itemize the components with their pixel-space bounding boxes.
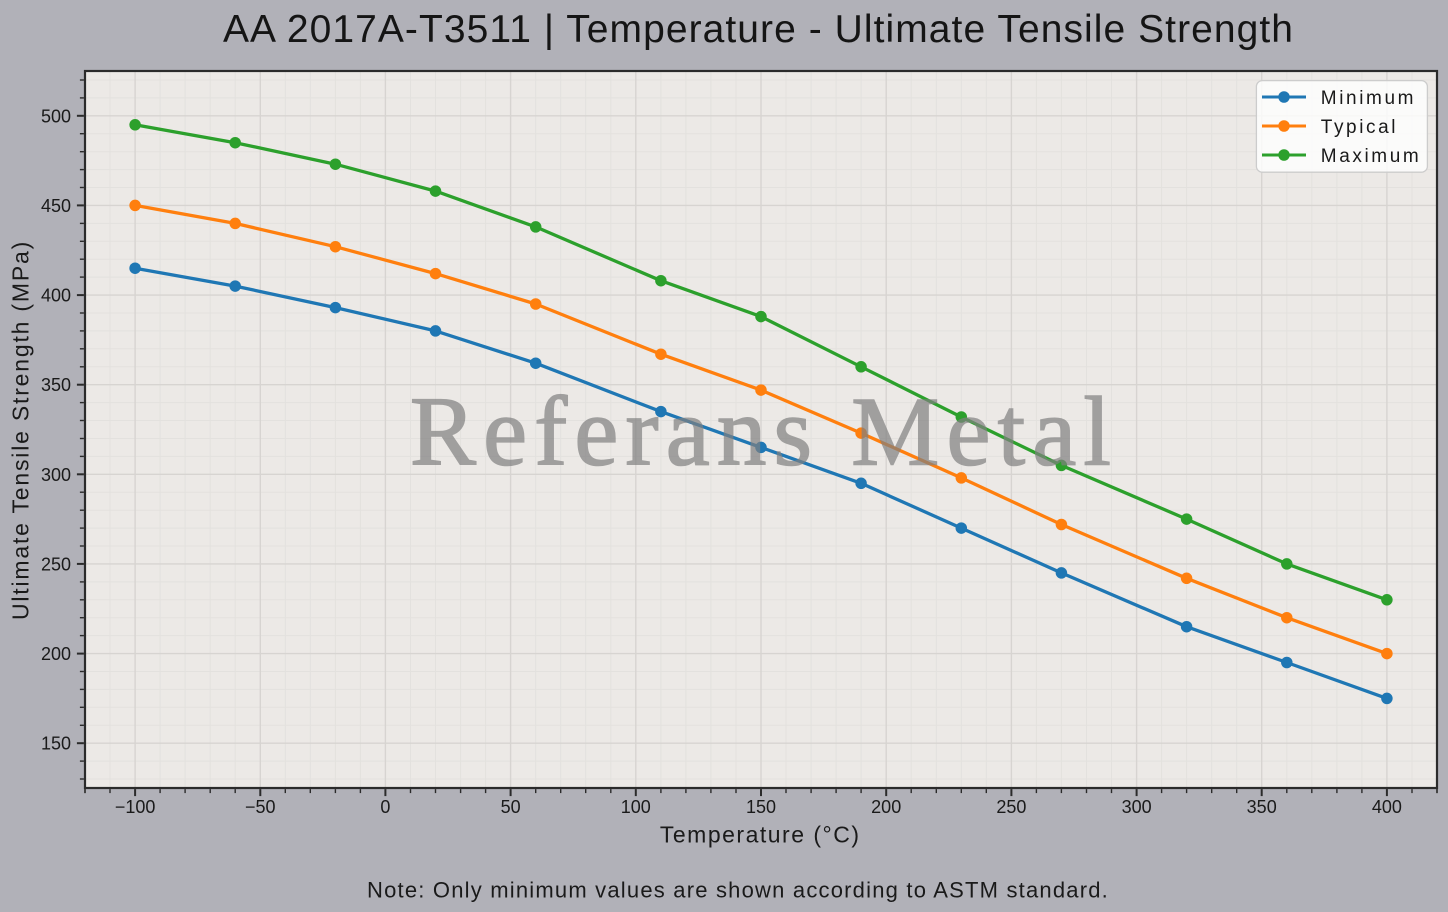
svg-text:−100: −100 xyxy=(115,797,156,817)
svg-text:150: 150 xyxy=(746,797,776,817)
svg-text:200: 200 xyxy=(871,797,901,817)
svg-text:Minimum: Minimum xyxy=(1321,88,1416,109)
svg-text:Ultimate Tensile Strength (MPa: Ultimate Tensile Strength (MPa) xyxy=(8,240,34,620)
svg-text:200: 200 xyxy=(41,644,71,664)
svg-text:Referans Metal: Referans Metal xyxy=(410,378,1118,487)
svg-text:AA 2017A-T3511 | Temperature -: AA 2017A-T3511 | Temperature - Ultimate … xyxy=(223,8,1294,51)
svg-text:400: 400 xyxy=(1372,797,1402,817)
svg-text:Temperature (°C): Temperature (°C) xyxy=(660,821,861,847)
svg-text:150: 150 xyxy=(41,734,71,754)
svg-text:Maximum: Maximum xyxy=(1321,146,1422,167)
svg-text:100: 100 xyxy=(621,797,651,817)
svg-text:350: 350 xyxy=(41,375,71,395)
svg-text:300: 300 xyxy=(1122,797,1152,817)
svg-text:350: 350 xyxy=(1247,797,1277,817)
svg-text:300: 300 xyxy=(41,465,71,485)
svg-text:Typical: Typical xyxy=(1321,117,1398,138)
svg-text:500: 500 xyxy=(41,106,71,126)
svg-text:−50: −50 xyxy=(245,797,276,817)
svg-text:50: 50 xyxy=(501,797,521,817)
svg-text:Note: Only minimum values are: Note: Only minimum values are shown acco… xyxy=(367,878,1109,903)
svg-text:0: 0 xyxy=(380,797,390,817)
svg-text:450: 450 xyxy=(41,196,71,216)
svg-text:400: 400 xyxy=(41,286,71,306)
svg-text:250: 250 xyxy=(996,797,1026,817)
svg-text:250: 250 xyxy=(41,554,71,574)
